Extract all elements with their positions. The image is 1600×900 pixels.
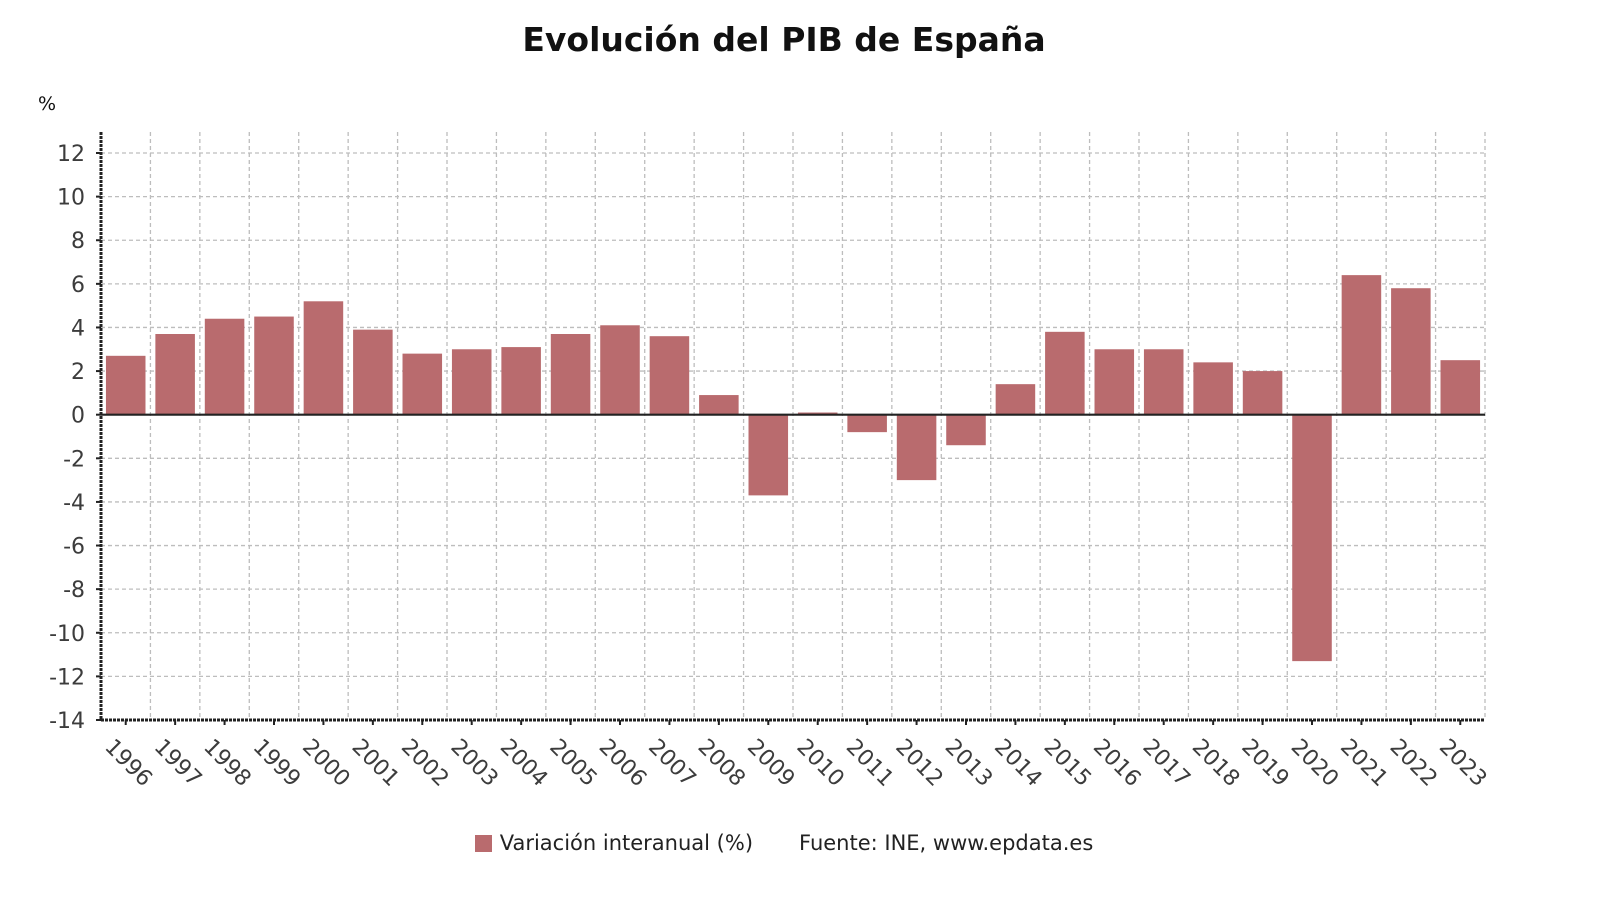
bar-1997 xyxy=(155,334,195,415)
y-tick-label: -14 xyxy=(49,709,85,734)
bar-2005 xyxy=(550,334,591,415)
x-tick-label: 2003 xyxy=(445,735,502,792)
x-tick-label: 1999 xyxy=(248,735,305,792)
bar-2011 xyxy=(847,414,887,433)
bar-2020 xyxy=(1292,414,1332,662)
y-tick-label: 0 xyxy=(71,404,85,429)
x-tick-label: 2012 xyxy=(890,735,947,792)
x-tick-label: 2015 xyxy=(1039,735,1096,792)
y-tick-label: 6 xyxy=(71,273,85,298)
x-tick-label: 2019 xyxy=(1236,735,1293,792)
x-tick-label: 2021 xyxy=(1335,735,1392,792)
x-tick-label: 2001 xyxy=(347,735,404,792)
bar-2006 xyxy=(600,325,640,415)
x-tick-label: 2020 xyxy=(1286,735,1343,792)
x-tick-label: 2013 xyxy=(940,735,997,792)
x-tick-label: 1996 xyxy=(99,735,156,792)
chart-title: Evolución del PIB de España xyxy=(522,20,1046,59)
x-tick-label: 2004 xyxy=(495,735,552,792)
legend: Variación interanual (%) Fuente: INE, ww… xyxy=(0,831,1568,855)
y-tick-label: -8 xyxy=(63,578,85,603)
bar-2022 xyxy=(1391,288,1431,415)
y-axis-unit-label: % xyxy=(38,93,56,115)
bar-2008 xyxy=(699,395,739,415)
bar-2007 xyxy=(649,336,690,415)
y-tick-label: -6 xyxy=(63,535,85,560)
bar-2014 xyxy=(995,384,1036,415)
bar-2002 xyxy=(402,353,443,415)
x-tick-label: 2011 xyxy=(841,735,898,792)
y-tick-label: 10 xyxy=(57,186,85,211)
x-tick-label: 2007 xyxy=(643,735,700,792)
x-tick-label: 2002 xyxy=(396,735,453,792)
y-tick-label: 8 xyxy=(71,229,85,254)
bar-2023 xyxy=(1440,360,1481,415)
bar-2009 xyxy=(748,414,789,496)
y-tick-label: 2 xyxy=(71,360,85,385)
bar-2019 xyxy=(1242,371,1283,415)
x-tick-label: 2016 xyxy=(1088,735,1145,792)
bar-2000 xyxy=(303,301,344,415)
bar-2017 xyxy=(1143,349,1184,415)
y-tick-labels: 12 10 8 6 4 2 0 -2 -4 -6 -8 -10 -12 -14 xyxy=(49,142,85,734)
x-tick-label: 2018 xyxy=(1187,735,1244,792)
x-tick-label: 2023 xyxy=(1434,735,1491,792)
y-tick-label: 12 xyxy=(57,142,85,167)
bar-2015 xyxy=(1045,331,1085,415)
bar-2012 xyxy=(896,414,937,481)
bar-1996 xyxy=(105,355,146,415)
x-tick-label: 2000 xyxy=(297,735,354,792)
bar-2004 xyxy=(501,347,541,415)
bar-layer xyxy=(105,275,1481,662)
x-tick-label: 2009 xyxy=(742,735,799,792)
bar-1998 xyxy=(204,318,245,415)
y-tick-label: -10 xyxy=(49,622,85,647)
axis-layer xyxy=(96,132,1485,725)
x-tick-label: 2017 xyxy=(1137,735,1194,792)
bar-2021 xyxy=(1341,275,1382,415)
bar-2003 xyxy=(451,349,492,415)
bar-2013 xyxy=(946,414,986,446)
source-label: Fuente: INE, www.epdata.es xyxy=(799,831,1094,855)
y-tick-label: -4 xyxy=(63,491,85,516)
x-tick-label: 2022 xyxy=(1385,735,1442,792)
x-tick-label: 2014 xyxy=(989,735,1046,792)
legend-label: Variación interanual (%) xyxy=(499,831,754,855)
y-tick-label: -2 xyxy=(63,447,85,472)
legend-swatch xyxy=(474,834,492,852)
x-tick-label: 2006 xyxy=(594,735,651,792)
x-tick-label: 1997 xyxy=(149,735,206,792)
bar-2018 xyxy=(1193,362,1233,415)
y-tick-label: -12 xyxy=(49,665,85,690)
bar-1999 xyxy=(254,316,294,415)
y-tick-label: 4 xyxy=(71,316,85,341)
bar-2001 xyxy=(353,329,393,415)
x-tick-label: 2008 xyxy=(693,735,750,792)
x-tick-label: 2005 xyxy=(544,735,601,792)
grid-layer xyxy=(101,132,1486,720)
x-tick-label: 2010 xyxy=(791,735,848,792)
x-tick-label: 1998 xyxy=(198,735,255,792)
x-tick-labels: 1996199719981999200020012002200320042005… xyxy=(99,735,1491,792)
bar-2016 xyxy=(1094,349,1135,415)
